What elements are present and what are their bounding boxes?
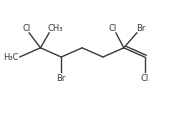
Text: Cl: Cl <box>22 24 31 33</box>
Text: Cl: Cl <box>108 24 117 33</box>
Text: Br: Br <box>136 24 146 33</box>
Text: H₃C: H₃C <box>3 53 19 62</box>
Text: Br: Br <box>57 73 66 82</box>
Text: CH₃: CH₃ <box>48 24 63 33</box>
Text: Cl: Cl <box>140 73 149 82</box>
